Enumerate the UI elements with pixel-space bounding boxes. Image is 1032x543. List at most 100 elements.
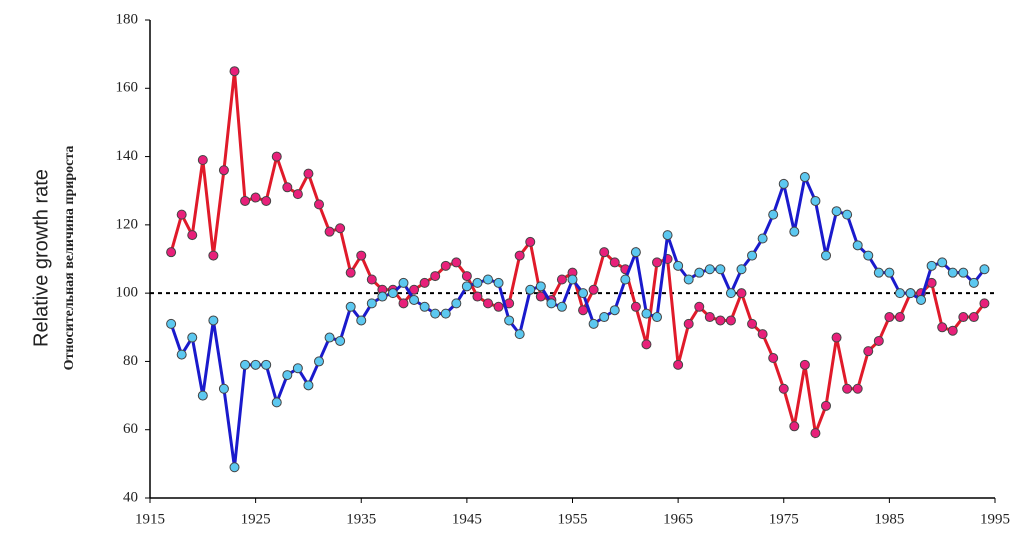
data-point (461, 281, 472, 292)
data-point (979, 264, 990, 275)
data-point (261, 195, 272, 206)
data-point (947, 267, 958, 278)
data-point (789, 421, 800, 432)
data-point (535, 291, 546, 302)
data-point (673, 359, 684, 370)
data-point (747, 250, 758, 261)
data-point (694, 267, 705, 278)
data-point (747, 318, 758, 329)
data-point (197, 154, 208, 165)
data-point (894, 312, 905, 323)
data-point (968, 312, 979, 323)
y-tick-label: 180 (116, 11, 139, 27)
y-tick-label: 60 (123, 421, 138, 437)
data-point (937, 257, 948, 268)
data-point (683, 318, 694, 329)
data-point (884, 267, 895, 278)
data-point (683, 274, 694, 285)
data-point (535, 281, 546, 292)
data-point (483, 274, 493, 285)
x-tick-label: 1945 (452, 511, 482, 527)
data-point (736, 288, 747, 299)
data-point (176, 349, 187, 360)
data-point (810, 195, 821, 206)
data-point (440, 308, 451, 319)
data-point (789, 226, 800, 237)
y-tick-label: 100 (116, 285, 139, 301)
data-point (958, 267, 969, 278)
data-point (641, 308, 652, 319)
data-point (250, 359, 261, 370)
data-point (673, 260, 684, 271)
data-point (208, 250, 219, 261)
data-point (461, 271, 472, 282)
data-point (768, 209, 779, 220)
data-point (958, 312, 969, 323)
data-point (387, 288, 398, 299)
data-point (926, 260, 937, 271)
data-point (493, 301, 504, 312)
data-point (947, 325, 958, 336)
data-point (694, 301, 705, 312)
data-point (166, 247, 177, 258)
data-point (831, 332, 842, 343)
data-point (261, 359, 272, 370)
x-tick-label: 1985 (874, 511, 904, 527)
y-tick-label: 40 (123, 489, 138, 505)
data-point (630, 247, 641, 258)
y-axis-label: Relative growth rate (30, 169, 52, 347)
data-point (778, 178, 789, 189)
data-point (652, 312, 662, 323)
data-point (303, 380, 314, 391)
data-point (599, 247, 610, 258)
data-point (842, 383, 853, 394)
data-point (187, 332, 198, 343)
data-point (271, 151, 282, 162)
data-point (916, 294, 927, 305)
data-point (525, 284, 536, 295)
data-point (873, 267, 884, 278)
data-point (451, 298, 462, 309)
data-point (314, 356, 324, 367)
data-point (218, 383, 229, 394)
data-point (821, 250, 831, 261)
y-tick-label: 80 (123, 353, 138, 369)
data-point (599, 312, 610, 323)
data-point (873, 335, 884, 346)
data-point (250, 192, 261, 203)
data-point (630, 301, 641, 312)
data-point (366, 274, 377, 285)
y-tick-label: 140 (116, 148, 139, 164)
data-point (483, 298, 493, 309)
data-point (187, 230, 198, 241)
data-point (504, 315, 515, 326)
data-point (810, 428, 821, 439)
data-point (335, 335, 346, 346)
data-point (292, 189, 303, 200)
data-point (852, 240, 863, 251)
data-point (166, 318, 177, 329)
data-point (905, 288, 916, 299)
data-point (852, 383, 863, 394)
data-point (799, 172, 810, 183)
data-point (514, 250, 525, 261)
data-point (567, 274, 578, 285)
data-point (419, 277, 430, 288)
data-point (292, 363, 303, 374)
data-point (736, 264, 747, 275)
data-point (440, 260, 451, 271)
data-point (430, 308, 441, 319)
data-point (314, 199, 324, 210)
data-point (588, 284, 599, 295)
data-point (546, 298, 557, 309)
data-point (704, 264, 715, 275)
data-point (377, 291, 388, 302)
data-point (356, 250, 367, 261)
data-point (514, 329, 525, 340)
data-point (620, 274, 631, 285)
data-point (757, 329, 768, 340)
data-point (430, 271, 441, 282)
data-point (398, 298, 409, 309)
data-point (208, 315, 219, 326)
